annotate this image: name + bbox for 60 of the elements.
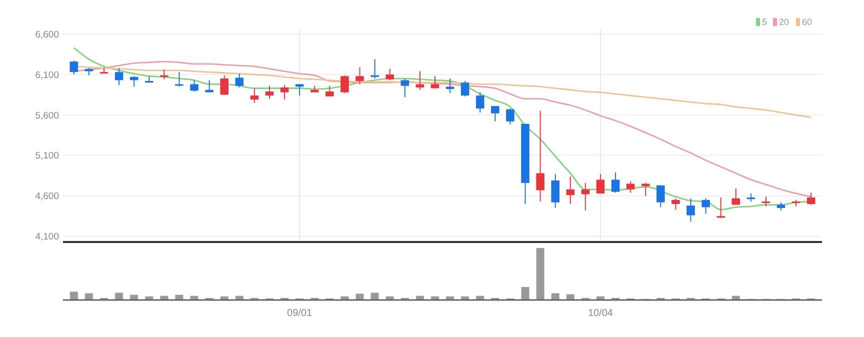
candlestick (280, 84, 289, 100)
candlestick (265, 85, 274, 100)
candlestick (656, 184, 665, 208)
candlestick (732, 188, 740, 206)
candlestick (581, 182, 590, 211)
candlestick (536, 110, 544, 202)
legend-label: 20 (779, 17, 790, 28)
y-tick-label: 6,100 (35, 70, 59, 81)
candlestick (476, 92, 484, 114)
candlestick (686, 198, 695, 222)
candlestick (370, 58, 379, 80)
candlestick (702, 198, 710, 214)
bar (115, 292, 124, 300)
candlestick (160, 69, 168, 80)
y-tick-label: 5,100 (35, 150, 59, 162)
y-tick-label: 4,600 (35, 191, 59, 202)
x-tick-label: 10/04 (588, 308, 614, 319)
candlestick (506, 108, 514, 126)
candlestick (295, 84, 304, 96)
candlestick (460, 80, 470, 97)
candlestick (611, 172, 620, 194)
y-tick-label: 4,100 (35, 232, 59, 243)
x-tick-label: 09/01 (287, 308, 313, 319)
legend-label: 5 (762, 17, 768, 28)
bar (551, 293, 560, 300)
y-tick-label: 5,600 (35, 110, 59, 122)
candlestick (416, 70, 424, 90)
candlestick (205, 80, 214, 93)
candlestick (400, 78, 410, 98)
candlestick (566, 176, 575, 204)
candlestick (641, 182, 650, 196)
candlestick (235, 73, 244, 88)
candlestick (190, 80, 198, 92)
candlestick (386, 68, 394, 81)
bar (370, 292, 379, 300)
candlestick (250, 88, 259, 104)
candlestick (340, 74, 349, 94)
candlestick (70, 60, 78, 76)
bar (84, 293, 93, 300)
candlestick (430, 76, 440, 89)
candlestick (491, 106, 500, 122)
bar (70, 292, 78, 300)
y-tick-label: 6,600 (35, 29, 59, 40)
candlestick (326, 85, 334, 97)
candlestick (551, 174, 560, 209)
candlestick (806, 192, 816, 206)
legend-label: 60 (802, 17, 812, 28)
candlestick (716, 196, 725, 218)
candlestick (114, 68, 124, 86)
candlestick (762, 196, 770, 207)
candlestick (130, 76, 138, 88)
candlestick (596, 174, 605, 194)
candlestick (626, 180, 635, 194)
candlestick (175, 72, 184, 88)
candlestick (220, 74, 228, 96)
candlestick (446, 78, 454, 94)
bar (521, 287, 530, 300)
bar (536, 248, 544, 300)
candlestick (672, 198, 680, 210)
candlestick (356, 66, 364, 85)
